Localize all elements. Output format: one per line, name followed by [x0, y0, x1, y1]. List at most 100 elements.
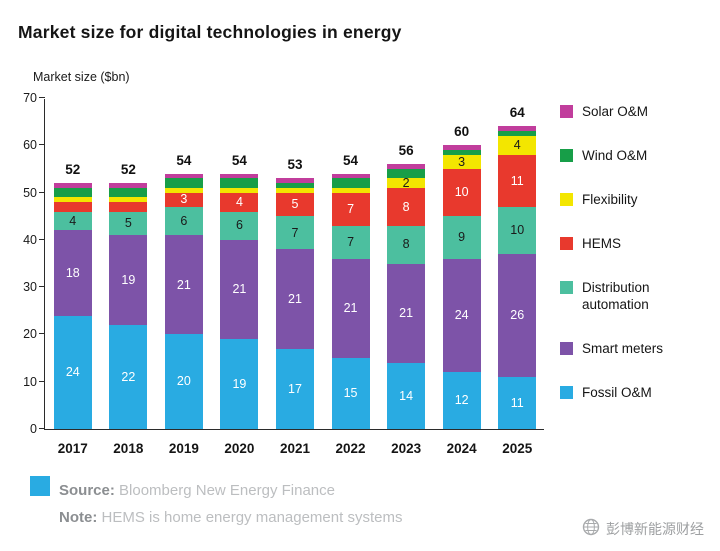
- note-label: Note:: [59, 509, 98, 526]
- source-text: Bloomberg New Energy Finance: [119, 482, 335, 499]
- chart-title: Market size for digital technologies in …: [18, 22, 402, 42]
- bar-segment-smart-meters: 21: [276, 249, 314, 349]
- bar-segment-flexibility: [220, 187, 259, 193]
- x-axis-label: 2018: [113, 441, 144, 456]
- source-label: Source:: [59, 482, 115, 499]
- footer: Source: Bloomberg New Energy Finance Not…: [30, 476, 402, 531]
- bar-total-label: 52: [120, 162, 136, 178]
- legend-swatch: [560, 342, 573, 355]
- legend-swatch: [560, 193, 573, 206]
- y-tick-mark: [39, 144, 45, 146]
- bar-segment-wind-o-m: [109, 187, 148, 198]
- bar-value-label: 21: [232, 282, 247, 297]
- bar-value-label: 4: [235, 194, 243, 209]
- bar-segment-distribution-automation: 10: [498, 206, 537, 255]
- y-tick-mark: [39, 191, 45, 193]
- bar-segment-distribution-automation: 7: [276, 216, 314, 250]
- bar-value-label: 5: [124, 216, 132, 231]
- legend-label: Smart meters: [582, 341, 664, 356]
- bar-value-label: 3: [458, 154, 466, 169]
- bar-value-label: 6: [180, 213, 188, 228]
- y-tick-label: 0: [30, 422, 37, 436]
- footer-swatch: [30, 476, 50, 496]
- bar-total-label: 54: [231, 152, 247, 168]
- y-tick-label: 10: [23, 374, 37, 389]
- bar-segment-hems: [53, 202, 92, 212]
- bar-value-label: 21: [399, 305, 414, 320]
- bar-segment-smart-meters: 21: [331, 258, 370, 359]
- bar-segment-smart-meters: 21: [164, 235, 203, 335]
- x-axis-label: 2019: [168, 441, 199, 456]
- bar-value-label: 19: [121, 272, 136, 287]
- bar-segment-fossil-o-m: 15: [331, 358, 370, 429]
- bar-segment-fossil-o-m: 22: [109, 324, 148, 429]
- bar-segment-flexibility: [276, 187, 314, 193]
- watermark-text: 彭博新能源财经: [606, 520, 704, 537]
- legend-label: Wind O&M: [582, 148, 648, 163]
- bar-segment-smart-meters: 18: [53, 230, 92, 316]
- bar-segment-solar-o-m: [109, 183, 148, 188]
- legend: Solar O&M Wind O&M Flexibility HEMS Distribu…: [560, 103, 712, 401]
- bar-value-label: 19: [232, 376, 247, 391]
- bar-value-label: 9: [458, 230, 466, 245]
- bar-segment-wind-o-m: [498, 131, 537, 136]
- bar-segment-fossil-o-m: 24: [53, 315, 92, 429]
- bar-segment-solar-o-m: [442, 145, 481, 151]
- bar-segment-hems: 4: [220, 192, 259, 212]
- legend-item-solar-o-m: Solar O&M: [560, 103, 712, 120]
- bar-value-label: 11: [510, 173, 524, 188]
- bar-segment-wind-o-m: [442, 150, 481, 155]
- bar-segment-smart-meters: 26: [498, 254, 537, 377]
- bar-value-label: 15: [343, 386, 358, 401]
- bar-segment-fossil-o-m: 14: [387, 362, 426, 429]
- footer-text-block: Source: Bloomberg New Energy Finance Not…: [59, 476, 402, 531]
- bar-segment-hems: 5: [276, 192, 314, 217]
- bar-segment-wind-o-m: [387, 168, 426, 179]
- bar-value-label: 21: [343, 301, 358, 316]
- x-axis-label: 2017: [57, 441, 88, 456]
- bnef-logo-icon: [582, 518, 600, 539]
- y-tick-label: 30: [23, 280, 37, 295]
- bar-segment-fossil-o-m: 19: [220, 339, 259, 429]
- bar-total-label: 60: [454, 124, 470, 140]
- y-tick-mark: [39, 380, 45, 382]
- bar-segment-solar-o-m: [164, 173, 203, 179]
- legend-swatch: [560, 105, 573, 118]
- y-tick-label: 40: [23, 232, 37, 247]
- bar-segment-distribution-automation: 4: [53, 211, 92, 231]
- bar-total-label: 52: [65, 162, 81, 178]
- bar-segment-hems: [109, 202, 148, 212]
- bar-segment-smart-meters: 24: [442, 258, 481, 373]
- legend-swatch: [560, 281, 573, 294]
- y-tick-mark: [39, 333, 45, 335]
- bar-segment-solar-o-m: [331, 173, 370, 179]
- x-axis-label: 2024: [446, 441, 477, 456]
- bar-segment-distribution-automation: 7: [331, 225, 370, 259]
- bar-value-label: 22: [121, 369, 136, 384]
- bar-value-label: 5: [291, 197, 299, 212]
- bar-segment-distribution-automation: 6: [164, 206, 203, 236]
- legend-label: Distribution automation: [582, 280, 650, 312]
- legend-label: Flexibility: [582, 192, 638, 207]
- legend-swatch: [560, 237, 573, 250]
- bar-total-label: 53: [287, 157, 303, 173]
- x-axis-label: 2022: [335, 441, 366, 456]
- bar-segment-flexibility: [164, 187, 203, 193]
- bar-value-label: 7: [347, 234, 355, 249]
- y-tick-mark: [39, 286, 45, 288]
- bar-segment-fossil-o-m: 12: [442, 372, 481, 429]
- bar-value-label: 7: [347, 201, 355, 216]
- bar-total-label: 56: [398, 143, 414, 159]
- bar-value-label: 2: [402, 175, 410, 190]
- bar-segment-solar-o-m: [276, 178, 314, 184]
- bar-segment-smart-meters: 21: [220, 239, 259, 340]
- legend-item-smart-meters: Smart meters: [560, 340, 712, 357]
- bar-segment-smart-meters: 19: [109, 235, 148, 325]
- legend-item-distribution-automation: Distribution automation: [560, 279, 712, 313]
- legend-item-wind-o-m: Wind O&M: [560, 147, 712, 164]
- bar-segment-wind-o-m: [331, 178, 370, 188]
- bar-segment-solar-o-m: [387, 164, 426, 169]
- bar-value-label: 20: [176, 374, 191, 389]
- bar-total-label: 54: [343, 152, 359, 168]
- legend-item-fossil-o-m: Fossil O&M: [560, 384, 712, 401]
